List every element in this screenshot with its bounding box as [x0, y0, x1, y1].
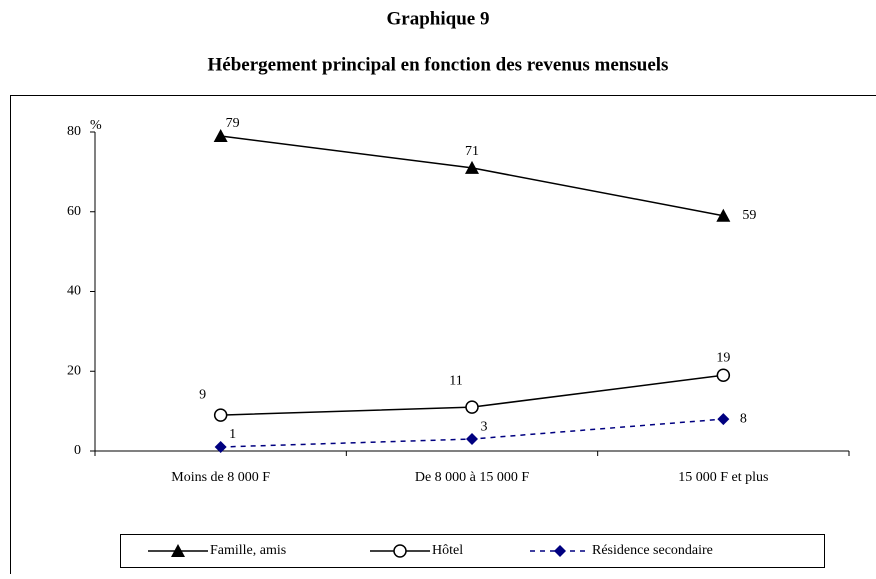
marker-circle	[466, 401, 478, 413]
chart-frame	[11, 96, 876, 575]
data-label: 1	[229, 427, 236, 442]
marker-diamond	[554, 545, 566, 557]
x-tick-label: De 8 000 à 15 000 F	[415, 470, 530, 485]
data-label: 3	[481, 419, 488, 434]
marker-circle	[394, 545, 406, 557]
y-axis-label: %	[90, 118, 102, 133]
y-tick-label: 0	[74, 443, 81, 458]
marker-diamond	[466, 433, 478, 445]
chart-title: Graphique 9	[387, 8, 490, 29]
y-tick-label: 80	[67, 124, 81, 139]
y-tick-label: 40	[67, 284, 81, 299]
y-tick-label: 20	[67, 363, 81, 378]
chart-subtitle: Hébergement principal en fonction des re…	[208, 54, 669, 75]
legend-label: Famille, amis	[210, 543, 286, 558]
marker-diamond	[717, 413, 729, 425]
data-label: 59	[742, 208, 756, 223]
data-label: 11	[449, 373, 462, 388]
marker-circle	[717, 369, 729, 381]
x-tick-label: Moins de 8 000 F	[171, 470, 270, 485]
x-tick-label: 15 000 F et plus	[678, 470, 768, 485]
y-tick-label: 60	[67, 204, 81, 219]
data-label: 71	[465, 144, 479, 159]
data-label: 79	[226, 116, 240, 131]
legend-label: Hôtel	[432, 543, 463, 558]
data-label: 8	[740, 411, 747, 426]
data-label: 19	[716, 350, 730, 365]
legend-label: Résidence secondaire	[592, 543, 713, 558]
marker-circle	[215, 409, 227, 421]
data-label: 9	[199, 387, 206, 402]
